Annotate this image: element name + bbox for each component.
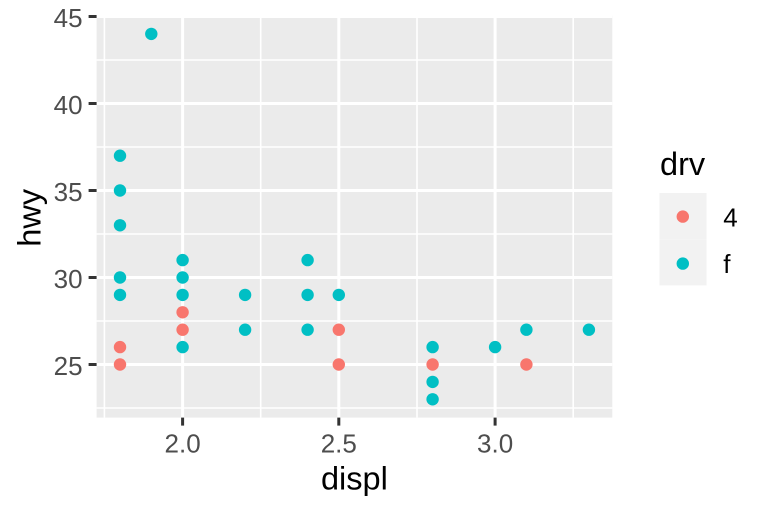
svg-text:30: 30 — [54, 264, 83, 294]
svg-text:45: 45 — [54, 3, 83, 33]
svg-text:35: 35 — [54, 177, 83, 207]
svg-text:25: 25 — [54, 351, 83, 381]
svg-text:4: 4 — [723, 202, 737, 232]
svg-text:2.0: 2.0 — [165, 428, 201, 458]
svg-text:drv: drv — [660, 146, 706, 182]
svg-text:40: 40 — [54, 90, 83, 120]
svg-text:3.0: 3.0 — [477, 428, 513, 458]
svg-text:2.5: 2.5 — [321, 428, 357, 458]
svg-text:f: f — [723, 249, 731, 279]
svg-text:hwy: hwy — [11, 188, 47, 247]
svg-text:displ: displ — [321, 461, 388, 497]
